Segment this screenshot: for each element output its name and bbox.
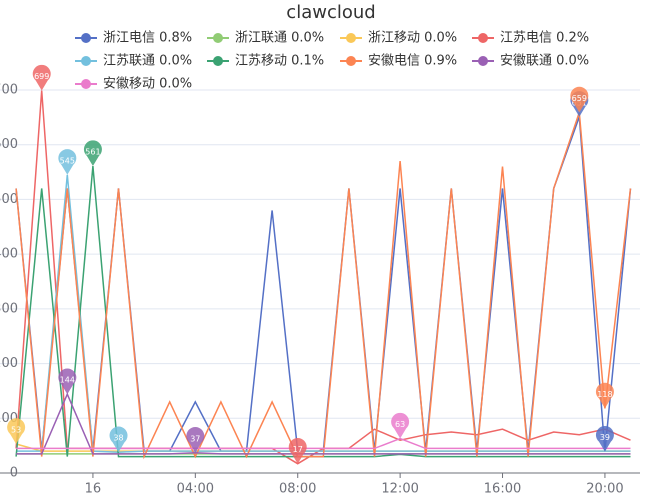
pin bbox=[391, 412, 410, 439]
y-tick-label: 400 bbox=[0, 247, 18, 262]
y-tick-label: 600 bbox=[0, 137, 18, 152]
legend-item[interactable]: 江苏联通 0.0% bbox=[75, 53, 192, 69]
legend-marker bbox=[213, 33, 223, 43]
legend-item[interactable]: 安徽联通 0.0% bbox=[472, 54, 589, 69]
pin-label: 38 bbox=[113, 434, 123, 443]
legend-label: 浙江移动 0.0% bbox=[368, 31, 457, 46]
series-line bbox=[16, 174, 631, 453]
y-tick-label: 500 bbox=[0, 192, 18, 207]
pin bbox=[32, 64, 51, 91]
y-tick-label: 200 bbox=[0, 356, 18, 371]
chart-title: clawcloud bbox=[286, 2, 375, 23]
x-tick-label: 04:00 bbox=[177, 482, 214, 497]
pin bbox=[58, 149, 77, 175]
legend-item[interactable]: 浙江联通 0.0% bbox=[207, 31, 324, 46]
x-tick-label: 20:00 bbox=[586, 482, 623, 497]
legend-label: 江苏联通 0.0% bbox=[103, 53, 192, 69]
legend-label: 安徽电信 0.9% bbox=[368, 54, 457, 69]
pin-label: 39 bbox=[600, 433, 610, 442]
y-tick-label: 700 bbox=[0, 83, 18, 98]
pin-label: 37 bbox=[190, 434, 200, 443]
x-tick-label: 08:00 bbox=[279, 482, 316, 497]
legend-item[interactable]: 安徽电信 0.9% bbox=[340, 54, 457, 69]
legend-marker bbox=[346, 33, 356, 43]
pin-label: 545 bbox=[60, 156, 75, 165]
series-line bbox=[15, 90, 631, 465]
legend-item[interactable]: 安徽移动 0.0% bbox=[75, 77, 192, 92]
legend-label: 江苏移动 0.1% bbox=[235, 53, 324, 69]
pin bbox=[58, 368, 77, 395]
series-line bbox=[15, 112, 632, 460]
x-tick-label: 16:00 bbox=[484, 482, 521, 497]
legend-marker bbox=[346, 56, 356, 66]
pin bbox=[288, 437, 307, 464]
legend-marker bbox=[81, 56, 91, 66]
pin-label: 17 bbox=[293, 445, 303, 454]
pin-label: 659 bbox=[572, 94, 587, 103]
pin bbox=[570, 86, 589, 113]
pin bbox=[186, 427, 205, 453]
pin-label: 63 bbox=[395, 420, 405, 429]
pin-label: 144 bbox=[60, 376, 75, 385]
x-tick-label: 16 bbox=[85, 482, 102, 497]
series-line bbox=[16, 392, 631, 455]
pin bbox=[109, 426, 128, 453]
legend-label: 安徽联通 0.0% bbox=[500, 54, 589, 69]
legend-marker bbox=[478, 56, 488, 66]
legend-item[interactable]: 浙江电信 0.8% bbox=[75, 31, 192, 46]
legend-marker bbox=[81, 79, 91, 89]
legend-item[interactable]: 江苏移动 0.1% bbox=[207, 53, 324, 69]
legend-item[interactable]: 浙江移动 0.0% bbox=[340, 31, 457, 46]
pin bbox=[595, 425, 614, 452]
pin-label: 699 bbox=[34, 72, 49, 81]
pin-label: 118 bbox=[597, 390, 612, 399]
pin bbox=[7, 418, 26, 445]
pin-label: 561 bbox=[85, 148, 100, 157]
legend-marker bbox=[81, 33, 91, 43]
legend-label: 浙江电信 0.8% bbox=[103, 31, 192, 46]
legend-label: 江苏电信 0.2% bbox=[500, 30, 589, 46]
pin bbox=[595, 382, 614, 409]
legend-label: 浙江联通 0.0% bbox=[235, 31, 324, 46]
legend-item[interactable]: 江苏电信 0.2% bbox=[472, 30, 589, 46]
y-tick-label: 300 bbox=[0, 301, 18, 316]
x-tick-label: 12:00 bbox=[381, 482, 418, 497]
series-line bbox=[15, 166, 631, 458]
legend-marker bbox=[478, 33, 488, 43]
legend-marker bbox=[213, 56, 223, 66]
pin bbox=[83, 140, 102, 167]
pin-label: 53 bbox=[11, 426, 21, 435]
series-line bbox=[15, 116, 632, 452]
legend-label: 安徽移动 0.0% bbox=[103, 77, 192, 92]
